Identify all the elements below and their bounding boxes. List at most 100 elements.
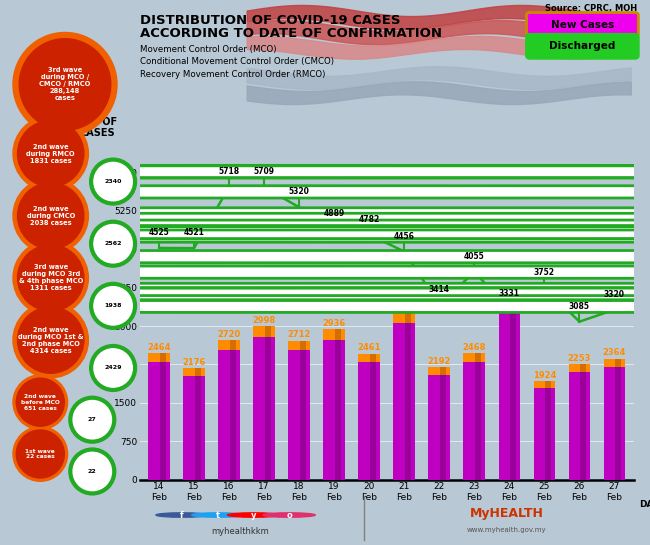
Bar <box>335 329 341 480</box>
Text: Recovery Movement Control Order (RMCO): Recovery Movement Control Order (RMCO) <box>140 70 325 79</box>
Bar <box>428 367 450 375</box>
Bar <box>218 340 240 350</box>
Circle shape <box>227 513 280 517</box>
Bar <box>195 368 201 480</box>
Text: 22: 22 <box>88 469 97 474</box>
Bar <box>405 311 411 480</box>
Circle shape <box>0 300 650 312</box>
Text: o: o <box>287 511 292 519</box>
Text: 4456: 4456 <box>394 232 415 240</box>
Bar <box>230 340 236 480</box>
Text: f: f <box>180 511 184 519</box>
Bar <box>370 354 376 480</box>
Text: 2936: 2936 <box>322 319 346 328</box>
Bar <box>265 326 271 480</box>
Bar <box>440 367 447 480</box>
Text: y: y <box>251 511 256 519</box>
Bar <box>510 298 516 311</box>
Bar <box>405 311 411 323</box>
Bar <box>183 368 205 376</box>
Text: myhealthkkm: myhealthkkm <box>212 527 269 536</box>
Text: 2461: 2461 <box>358 343 381 352</box>
Text: 3297: 3297 <box>393 300 416 310</box>
Bar <box>440 367 447 375</box>
Text: 3331: 3331 <box>499 289 520 298</box>
Text: Movement Control Order (MCO): Movement Control Order (MCO) <box>140 45 276 54</box>
Text: 3rd wave
during MCO 3rd
& 4th phase MCO
1311 cases: 3rd wave during MCO 3rd & 4th phase MCO … <box>18 264 83 292</box>
Text: NO. OF
CASES: NO. OF CASES <box>79 117 117 138</box>
Text: ACCORDING TO DATE OF CONFIRMATION: ACCORDING TO DATE OF CONFIRMATION <box>140 27 442 40</box>
Bar <box>148 354 170 362</box>
Text: 27: 27 <box>88 417 97 422</box>
Bar <box>358 354 380 480</box>
Circle shape <box>156 513 208 517</box>
Text: 2176: 2176 <box>183 358 206 367</box>
Bar <box>300 341 306 480</box>
Text: 2720: 2720 <box>218 330 240 339</box>
Text: 1938: 1938 <box>105 304 122 308</box>
Circle shape <box>0 230 650 242</box>
Text: 2nd wave
during RMCO
1831 cases: 2nd wave during RMCO 1831 cases <box>27 144 75 163</box>
Bar <box>230 340 236 350</box>
Text: 2nd wave
before MCO
651 cases: 2nd wave before MCO 651 cases <box>21 394 60 410</box>
Bar <box>148 354 170 480</box>
Circle shape <box>0 227 650 239</box>
Bar <box>289 341 310 350</box>
Bar <box>534 381 555 480</box>
Text: New Cases: New Cases <box>551 20 614 29</box>
Circle shape <box>0 226 650 239</box>
Text: 4782: 4782 <box>359 215 380 224</box>
Bar <box>254 326 275 480</box>
Bar <box>265 326 271 337</box>
Bar <box>475 353 481 362</box>
Bar <box>510 298 516 480</box>
Circle shape <box>192 513 244 517</box>
Circle shape <box>0 266 650 278</box>
Text: DISTRIBUTION OF COVID-19 CASES: DISTRIBUTION OF COVID-19 CASES <box>140 14 400 27</box>
Circle shape <box>0 283 650 295</box>
Bar <box>218 340 240 480</box>
Text: 5709: 5709 <box>254 167 275 177</box>
Bar <box>254 326 275 337</box>
Circle shape <box>0 251 650 263</box>
Text: 1924: 1924 <box>533 371 556 380</box>
Bar <box>499 298 520 311</box>
Bar <box>160 354 166 480</box>
Bar <box>463 353 485 362</box>
Text: Source: CPRC, MOH: Source: CPRC, MOH <box>545 4 637 13</box>
Bar <box>463 353 485 480</box>
Circle shape <box>0 165 650 178</box>
Bar <box>475 353 481 480</box>
Bar <box>499 298 520 480</box>
Text: 2nd wave
during MCO 1st &
2nd phase MCO
4314 cases: 2nd wave during MCO 1st & 2nd phase MCO … <box>18 326 83 354</box>
Text: 2464: 2464 <box>148 343 171 352</box>
Text: 2nd wave
during CMCO
2038 cases: 2nd wave during CMCO 2038 cases <box>27 206 75 226</box>
Text: 2340: 2340 <box>105 179 122 184</box>
Text: Conditional Movement Control Order (CMCO): Conditional Movement Control Order (CMCO… <box>140 57 333 66</box>
Bar <box>428 367 450 480</box>
Circle shape <box>0 208 650 220</box>
Text: 3320: 3320 <box>604 290 625 299</box>
Bar <box>160 354 166 362</box>
Text: MyHEALTH: MyHEALTH <box>470 507 544 520</box>
Bar <box>604 359 625 480</box>
Text: 2562: 2562 <box>105 241 122 246</box>
Circle shape <box>0 288 650 300</box>
Circle shape <box>0 213 650 226</box>
Text: 5718: 5718 <box>218 167 240 176</box>
Text: 4521: 4521 <box>183 228 205 237</box>
Bar <box>323 329 345 480</box>
Text: 2998: 2998 <box>253 316 276 325</box>
Bar <box>323 329 345 340</box>
Bar <box>289 341 310 480</box>
Bar <box>195 368 201 376</box>
Circle shape <box>263 513 315 517</box>
Bar <box>335 329 341 340</box>
Circle shape <box>0 186 650 198</box>
Text: Discharged: Discharged <box>549 41 616 51</box>
Text: www.myhealth.gov.my: www.myhealth.gov.my <box>467 526 547 533</box>
Bar <box>580 364 586 372</box>
Bar <box>545 381 551 388</box>
Text: 4055: 4055 <box>464 252 485 261</box>
Bar <box>545 381 551 480</box>
